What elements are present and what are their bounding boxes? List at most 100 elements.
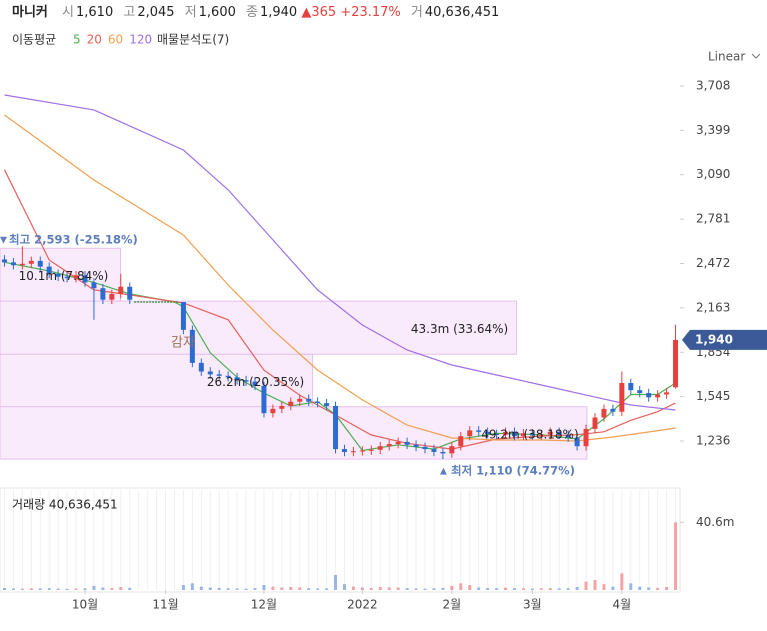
candle-body: [619, 382, 625, 412]
dropdown-icon[interactable]: [751, 53, 761, 59]
volume-bar: [396, 587, 400, 590]
candle-body: [529, 433, 535, 436]
field-label: 저: [184, 5, 197, 20]
volume-bar: [504, 587, 508, 590]
volume-bar: [450, 585, 454, 590]
candle-body: [556, 431, 562, 435]
candle-body: [1, 259, 7, 263]
volume-bar: [360, 587, 364, 590]
candle-body: [297, 398, 303, 402]
candle-body: [118, 286, 124, 294]
volume-bar: [620, 573, 624, 590]
candle-body: [467, 430, 473, 437]
x-tick-label: 4월: [612, 598, 631, 612]
low-marker: ▲: [440, 467, 447, 477]
candle-body: [547, 431, 553, 435]
field-value: 2,045: [137, 5, 175, 20]
y-tick-label: 2,781: [696, 212, 730, 226]
volume-bar: [307, 588, 311, 590]
volume-bar: [253, 588, 257, 590]
volume-bar: [575, 587, 579, 590]
volume-bar: [190, 583, 194, 590]
candle-body: [359, 450, 365, 452]
volume-bar: [29, 588, 33, 590]
quote-header: 마니커 시 1,610 고 2,045 저 1,600 종 1,940 ▲365 +23…: [12, 1, 499, 20]
candle-body: [37, 260, 43, 267]
candle-body: [646, 393, 652, 398]
field-value: 1,600: [198, 5, 236, 20]
candle-body: [368, 449, 374, 451]
change: ▲365: [301, 5, 337, 20]
volume-bar: [477, 587, 481, 590]
x-tick-label: 10월: [72, 598, 98, 612]
candle-body: [610, 408, 616, 412]
candle-body: [28, 260, 34, 264]
x-tick-label: 12월: [251, 598, 277, 612]
candle-body: [628, 382, 634, 391]
y-tick-label: 3,708: [696, 78, 730, 92]
x-tick-label: 11월: [152, 598, 178, 612]
candle-body: [404, 441, 410, 445]
volume-title: 거래량 40,636,451: [12, 498, 118, 512]
stock-name: 마니커: [12, 5, 48, 20]
candle-body: [91, 282, 97, 289]
candle-body: [592, 417, 598, 429]
ma-line: [4, 114, 676, 442]
candle-body: [189, 329, 195, 363]
candle-body: [655, 394, 661, 398]
profile-label: 매물분석도(7): [157, 33, 229, 47]
field-label: 종: [246, 5, 258, 20]
candle-body: [350, 451, 356, 453]
candle-body: [46, 266, 52, 274]
volume-bar: [199, 586, 203, 590]
profile-box-label: 10.1m (7.84%): [19, 269, 109, 283]
volume-bar: [83, 588, 87, 590]
legend-entry: 5: [73, 33, 81, 47]
volume-bar: [495, 588, 499, 590]
candle-body: [377, 446, 383, 450]
y-tick-label: 2,472: [696, 256, 730, 270]
candle-body: [413, 444, 419, 447]
x-tick-label: 2월: [442, 598, 461, 612]
candle-body: [288, 401, 294, 406]
volume-bar: [539, 588, 543, 590]
candle-body: [207, 371, 213, 375]
candle-body: [55, 273, 61, 277]
scale-mode[interactable]: Linear: [708, 50, 745, 64]
candle-body: [664, 392, 670, 395]
y-tick-label: 1,545: [696, 389, 730, 403]
volume-bar: [414, 588, 418, 590]
volume-bar: [298, 587, 302, 590]
candle-body: [386, 444, 392, 447]
candle-body: [82, 275, 88, 283]
candle-body: [341, 449, 347, 452]
volume-profile-box: [0, 353, 314, 408]
volume-bar: [235, 588, 239, 590]
candle-body: [180, 301, 186, 330]
candle-body: [270, 408, 276, 414]
candle-body: [574, 437, 580, 447]
volume-bar: [47, 588, 51, 590]
legend-entry: 20: [87, 33, 102, 47]
candle-body: [431, 449, 437, 452]
event-annotation: 감자: [171, 336, 195, 351]
field-value: 1,610: [76, 5, 114, 20]
candle-body: [673, 339, 679, 388]
last-price-tag: [682, 329, 767, 350]
volume-bar: [92, 585, 96, 590]
volume-bar: [181, 585, 185, 590]
candle-body: [243, 380, 249, 382]
candle-body: [225, 375, 231, 378]
volume-bar: [512, 588, 516, 590]
candle-body: [100, 288, 106, 300]
profile-box-label: 49.2m (38.18%): [481, 427, 578, 441]
candle-body: [64, 276, 70, 279]
volume-tick-label: 40.6m: [696, 515, 734, 529]
candle-body: [583, 428, 589, 447]
volume-bar: [557, 588, 561, 590]
candle-body: [306, 398, 312, 402]
candle-body: [216, 374, 222, 376]
ma-label: 이동평균: [12, 33, 56, 47]
candle-body: [458, 436, 464, 447]
